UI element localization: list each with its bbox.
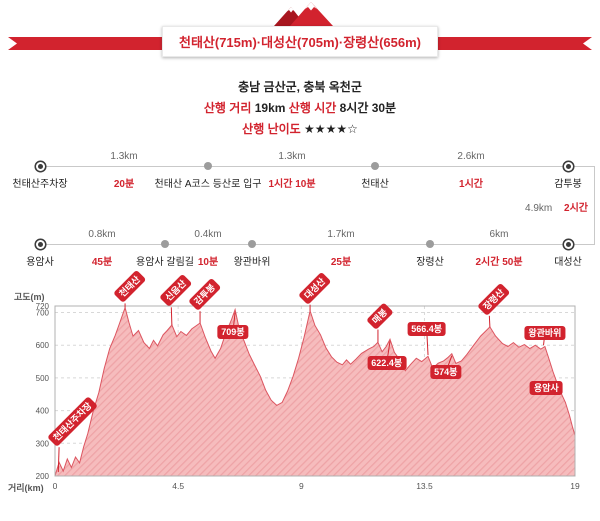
time-label: 산행 시간	[288, 101, 337, 115]
peak-label: 신음산	[159, 274, 193, 308]
segment-distance: 2.6km	[457, 151, 485, 162]
peak-label: 622.4봉	[367, 356, 407, 371]
segment-distance: 0.4km	[194, 229, 222, 240]
trail-info: 충남 금산군, 충북 옥천군 산행 거리 19km 산행 시간 8시간 30분 …	[0, 78, 600, 137]
peak-label: 574봉	[430, 365, 462, 380]
node-name: 용암사	[26, 257, 54, 268]
route-diagram: 1.3km 1.3km 2.6km 20분 1시간 10분 1시간 천태산주차장…	[0, 149, 600, 274]
route-node-start	[37, 163, 43, 169]
peak-label: 장령산	[477, 282, 511, 316]
segment-time: 10분	[197, 257, 219, 268]
node-name: 천태산주차장	[12, 179, 68, 190]
segment-distance: 0.8km	[88, 229, 116, 240]
route-node	[565, 163, 571, 169]
mountain-icon	[274, 2, 333, 26]
segment-time: 25분	[330, 257, 352, 268]
node-name: 대성산	[554, 257, 582, 268]
route-node	[204, 162, 212, 170]
difficulty-line: 산행 난이도 ★★★★☆	[0, 120, 600, 137]
svg-text:500: 500	[36, 374, 50, 383]
difficulty-label: 산행 난이도	[242, 122, 301, 136]
node-name: 용암사 갈림길	[136, 257, 194, 268]
connector-distance: 4.9km	[525, 203, 553, 214]
route-node	[371, 162, 379, 170]
svg-text:720: 720	[36, 302, 50, 311]
connector-labels: 4.9km 2시간	[525, 199, 588, 214]
node-name: 천태산	[361, 179, 389, 190]
peak-label: 566.4봉	[407, 321, 447, 336]
page-title: 천태산(715m)·대성산(705m)·장령산(656m)	[161, 26, 439, 57]
peak-label: 천태산주차장	[47, 396, 98, 448]
segment-distance: 1.7km	[327, 229, 355, 240]
segment-time: 20분	[113, 179, 135, 190]
segment-distance: 1.3km	[278, 151, 306, 162]
peak-label: 천태산	[113, 270, 147, 304]
svg-text:300: 300	[36, 439, 50, 448]
segment-time: 1시간	[459, 179, 483, 190]
peak-label: 왕관바위	[524, 325, 566, 340]
segment-time: 1시간 10분	[268, 179, 316, 190]
peak-label: 용암사	[529, 381, 563, 396]
route-node	[426, 240, 434, 248]
peak-label: 대성산	[298, 271, 332, 305]
svg-text:13.5: 13.5	[416, 481, 433, 491]
node-name: 천태산 A코스 등산로 입구	[154, 179, 262, 190]
time-value: 8시간 30분	[339, 101, 397, 115]
svg-text:600: 600	[36, 341, 50, 350]
svg-text:700: 700	[36, 309, 50, 318]
distance-time-line: 산행 거리 19km 산행 시간 8시간 30분	[0, 99, 600, 116]
distance-value: 19km	[254, 101, 286, 115]
svg-text:19: 19	[570, 481, 580, 491]
segment-distance: 6km	[489, 229, 509, 240]
route-node	[248, 240, 256, 248]
node-name: 감투봉	[554, 179, 582, 190]
x-axis-label: 거리(km)	[8, 483, 44, 493]
elevation-chart: 200 300 400 500 600 700 720 0 4.5 9 13.5 19 고도(m) 거…	[0, 270, 600, 516]
region-text: 충남 금산군, 충북 옥천군	[238, 80, 362, 94]
node-name: 장령산	[416, 257, 444, 268]
route-connector-line	[594, 166, 595, 244]
peak-label: 709봉	[217, 325, 249, 340]
route-node	[161, 240, 169, 248]
segment-time: 45분	[91, 257, 113, 268]
distance-label: 산행 거리	[203, 101, 252, 115]
route-line-1	[40, 166, 595, 167]
svg-text:400: 400	[36, 407, 50, 416]
difficulty-stars: ★★★★☆	[304, 122, 358, 136]
svg-text:9: 9	[299, 481, 304, 491]
peak-label: 매봉	[366, 302, 394, 330]
peak-label: 감투봉	[188, 278, 222, 312]
y-axis-label: 고도(m)	[14, 292, 45, 302]
route-line-2	[40, 244, 595, 245]
route-node	[565, 241, 571, 247]
header-banner: 천태산(715m)·대성산(705m)·장령산(656m)	[0, 0, 600, 64]
route-node-end	[37, 241, 43, 247]
node-name: 왕관바위	[233, 257, 271, 268]
segment-distance: 1.3km	[110, 151, 138, 162]
svg-text:4.5: 4.5	[172, 481, 184, 491]
segment-time: 2시간 50분	[475, 257, 523, 268]
svg-text:0: 0	[53, 481, 58, 491]
connector-time: 2시간	[564, 203, 588, 214]
svg-text:200: 200	[36, 472, 50, 481]
